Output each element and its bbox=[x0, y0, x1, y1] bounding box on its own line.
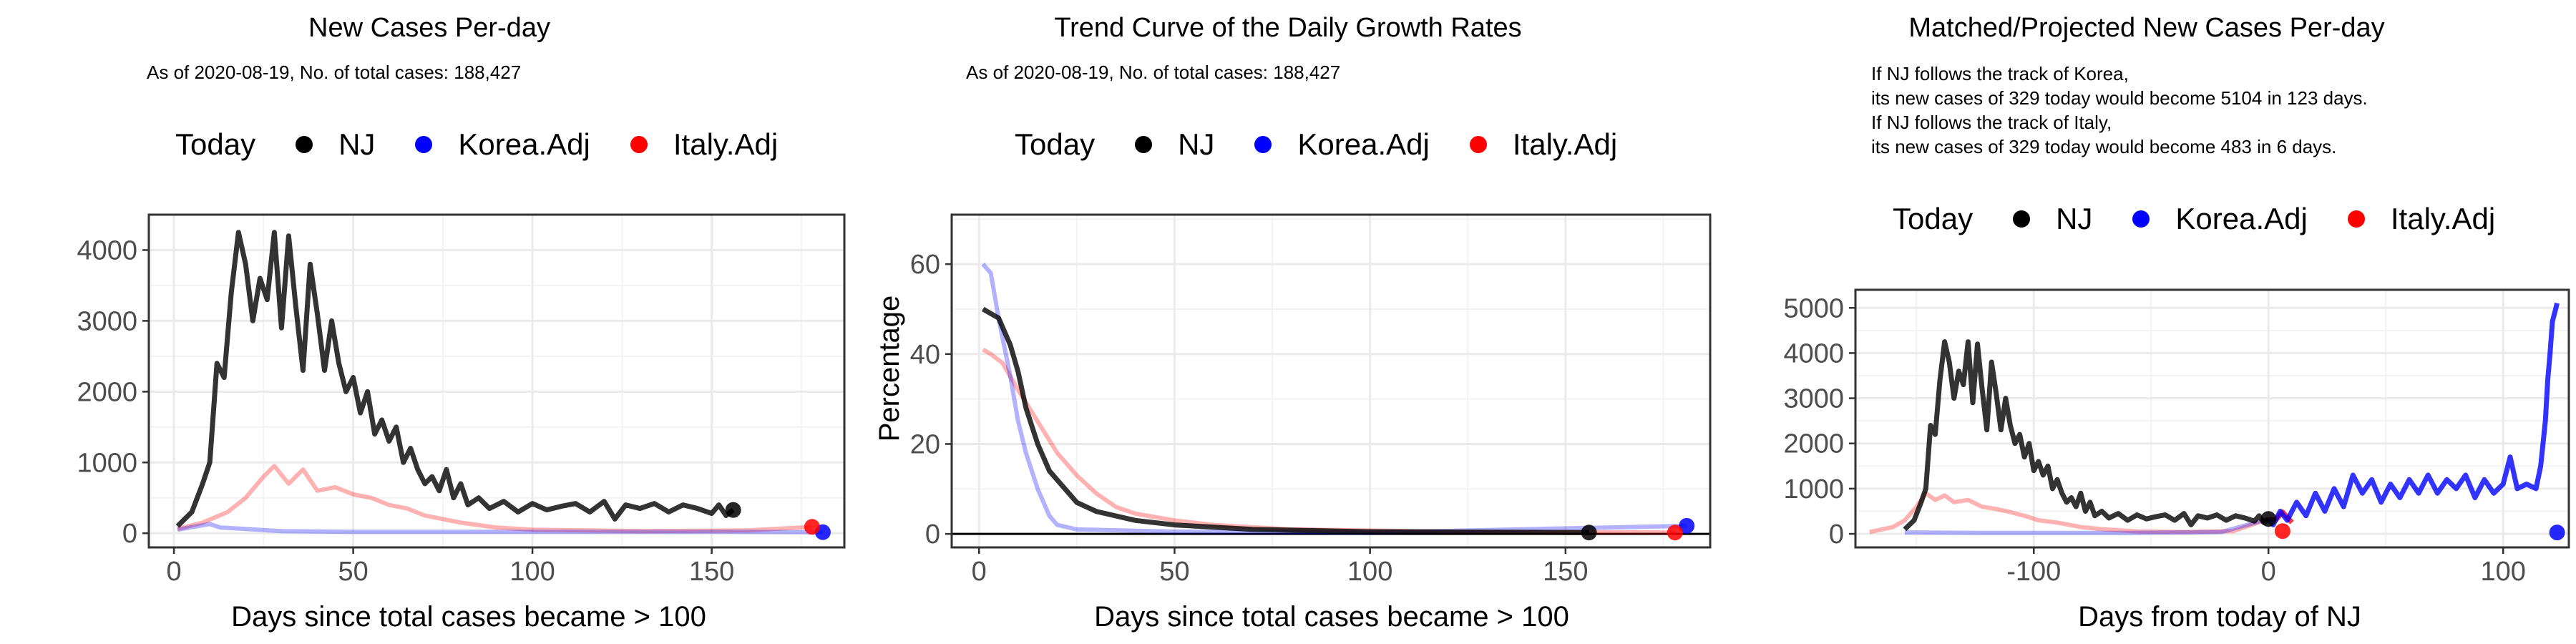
note-line-1: If NJ follows the track of Korea, bbox=[1871, 63, 2129, 84]
y-tick-label: 2000 bbox=[1783, 429, 1844, 459]
legend-label-nj: NJ bbox=[2056, 202, 2093, 235]
y-tick-label: 4000 bbox=[77, 235, 137, 265]
y-tick-label: 1000 bbox=[77, 448, 137, 478]
y-tick-label: 0 bbox=[1829, 519, 1844, 550]
chart-title: Matched/Projected New Cases Per-day bbox=[1908, 13, 2385, 43]
legend-item-korea: Korea.Adj bbox=[1254, 127, 1430, 162]
today-point-korea-adj bbox=[2549, 525, 2565, 541]
chart-title: New Cases Per-day bbox=[308, 13, 550, 43]
panel-growth-rates: Trend Curve of the Daily Growth Rates As… bbox=[859, 0, 1717, 644]
x-tick-label: -100 bbox=[2006, 557, 2061, 587]
today-point-korea-adj bbox=[1679, 517, 1695, 534]
plot-projected: Days from today of NJ -100 0 1000100020003… bbox=[1783, 288, 2570, 633]
legend-label-italy: Italy.Adj bbox=[2390, 202, 2496, 235]
legend: Today NJ Korea.Adj Italy.Adj bbox=[1893, 202, 2495, 236]
legend-dot-italy bbox=[1469, 136, 1487, 153]
note-line-3: If NJ follows the track of Italy, bbox=[1871, 112, 2112, 133]
y-tick-label: 20 bbox=[910, 429, 940, 459]
panel-new-cases: New Cases Per-day As of 2020-08-19, No. … bbox=[0, 0, 859, 644]
today-point-nj bbox=[1581, 525, 1597, 541]
y-tick-label: 40 bbox=[910, 340, 940, 370]
x-tick-label: 0 bbox=[167, 557, 182, 587]
legend-dot-korea bbox=[415, 136, 433, 153]
legend-title: Today bbox=[1893, 202, 1974, 235]
y-tick-label: 4000 bbox=[1783, 338, 1844, 369]
x-tick-label: 100 bbox=[1347, 557, 1392, 587]
panel-projected: Matched/Projected New Cases Per-day If N… bbox=[1717, 0, 2576, 644]
series-line-nj bbox=[175, 230, 735, 528]
note-line-4: its new cases of 329 today would become … bbox=[1871, 136, 2337, 157]
legend-label-korea: Korea.Adj bbox=[1297, 127, 1430, 161]
legend-item-nj: NJ bbox=[1135, 127, 1214, 162]
legend-item-italy: Italy.Adj bbox=[1469, 127, 1618, 162]
today-point-nj bbox=[725, 502, 741, 518]
series-line-nj bbox=[981, 306, 1589, 535]
y-tick-label: 3000 bbox=[77, 306, 137, 336]
series-line-korea-matched bbox=[1904, 517, 2270, 535]
x-tick-label: 0 bbox=[2261, 557, 2276, 587]
y-tick-label: 2000 bbox=[77, 377, 137, 407]
legend-dot-italy bbox=[630, 136, 648, 153]
chart-subtitle: As of 2020-08-19, No. of total cases: 18… bbox=[966, 62, 1341, 83]
note-line-2: its new cases of 329 today would become … bbox=[1871, 87, 2368, 109]
x-tick-label: 0 bbox=[972, 557, 987, 587]
panel-border bbox=[147, 213, 846, 549]
plot-new-cases: Days since total cases became > 100 0 50 1… bbox=[77, 213, 846, 633]
legend-item-italy: Italy.Adj bbox=[2347, 202, 2496, 236]
x-tick-label: 150 bbox=[689, 557, 734, 587]
today-point-italy-adj bbox=[1667, 525, 1683, 541]
y-tick-label: 3000 bbox=[1783, 384, 1844, 414]
y-tick-label: 0 bbox=[122, 519, 137, 549]
plot-growth-rates: Days since total cases became > 100 Perc… bbox=[874, 213, 1712, 633]
legend-dot-italy bbox=[2347, 210, 2365, 228]
y-axis-label: Percentage bbox=[874, 296, 905, 442]
legend-dot-nj bbox=[1135, 136, 1153, 153]
legend-dot-nj bbox=[296, 136, 313, 153]
series-line-nj bbox=[1903, 339, 2270, 532]
x-axis-label: Days from today of NJ bbox=[2078, 601, 2361, 633]
x-tick-label: 100 bbox=[2480, 557, 2525, 587]
plot-area: 0 50 100 150 0 1000 2000 3000 4000 bbox=[77, 213, 846, 587]
y-tick-label: 5000 bbox=[1783, 293, 1844, 323]
y-tick-label: 1000 bbox=[1783, 474, 1844, 504]
plot-area: 0 50 100 150 0 20 40 60 bbox=[910, 213, 1712, 587]
x-tick-label: 50 bbox=[1159, 557, 1189, 587]
legend-label-korea: Korea.Adj bbox=[2175, 202, 2308, 235]
x-tick-label: 100 bbox=[509, 557, 555, 587]
y-tick-label: 60 bbox=[910, 250, 940, 280]
panel-border bbox=[1854, 288, 2570, 549]
legend-item-nj: NJ bbox=[2013, 202, 2092, 236]
legend-label-korea: Korea.Adj bbox=[458, 127, 590, 161]
today-point-nj bbox=[2260, 511, 2277, 527]
y-tick-label: 0 bbox=[925, 519, 940, 550]
legend: Today NJ Korea.Adj Italy.Adj bbox=[1015, 127, 1617, 162]
series-line-italy-adj bbox=[177, 464, 813, 534]
x-axis-label: Days since total cases became > 100 bbox=[1094, 601, 1569, 633]
legend-dot-korea bbox=[2132, 210, 2150, 228]
chart-title: Trend Curve of the Daily Growth Rates bbox=[1054, 13, 1522, 43]
legend-item-korea: Korea.Adj bbox=[2132, 202, 2308, 236]
legend-item-korea: Korea.Adj bbox=[415, 127, 590, 162]
panel-border bbox=[950, 213, 1712, 549]
series-line-korea-projected bbox=[2266, 302, 2560, 527]
legend-label-nj: NJ bbox=[338, 127, 376, 161]
today-point-italy-adj bbox=[2274, 523, 2290, 540]
x-tick-label: 150 bbox=[1543, 557, 1588, 587]
legend-label-italy: Italy.Adj bbox=[673, 127, 779, 161]
legend-item-italy: Italy.Adj bbox=[630, 127, 778, 162]
legend-title: Today bbox=[1015, 127, 1096, 161]
x-tick-label: 50 bbox=[338, 557, 368, 587]
legend-dot-nj bbox=[2013, 210, 2031, 228]
legend-title: Today bbox=[175, 127, 256, 161]
today-point-italy-adj bbox=[804, 519, 820, 535]
legend: Today NJ Korea.Adj Italy.Adj bbox=[175, 127, 778, 162]
series-line-korea-adj bbox=[177, 522, 823, 535]
legend-item-nj: NJ bbox=[296, 127, 375, 162]
legend-label-nj: NJ bbox=[1178, 127, 1215, 161]
chart-subtitle: As of 2020-08-19, No. of total cases: 18… bbox=[147, 62, 522, 83]
legend-dot-korea bbox=[1254, 136, 1272, 153]
x-axis-label: Days since total cases became > 100 bbox=[231, 601, 706, 633]
legend-label-italy: Italy.Adj bbox=[1512, 127, 1618, 161]
